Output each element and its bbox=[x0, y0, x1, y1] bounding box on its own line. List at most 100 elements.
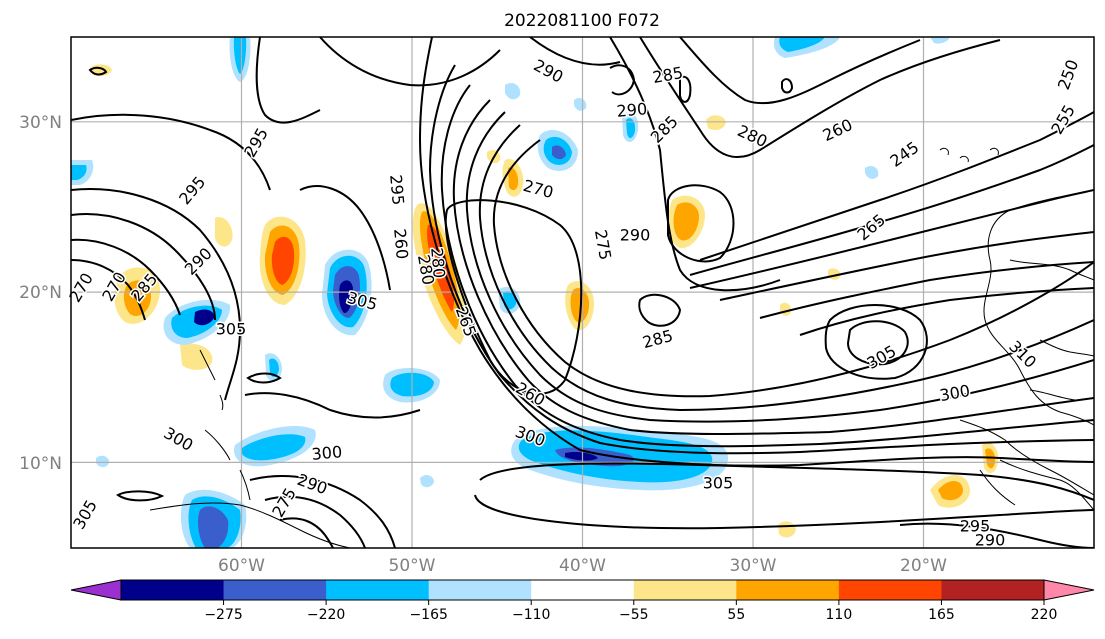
shade-negative-36 bbox=[505, 83, 521, 100]
colorbar: −275−220−165−110−5555110165220275 bbox=[70, 579, 1095, 623]
contour-south-1 bbox=[479, 462, 1094, 501]
contour-small-7 bbox=[88, 66, 108, 76]
contour-west-9 bbox=[319, 37, 501, 87]
colorbar-tick-label: 55 bbox=[727, 607, 745, 623]
shade-negative-23 bbox=[233, 37, 247, 74]
contour-south-2 bbox=[474, 494, 1094, 530]
shade-negative-29 bbox=[626, 118, 636, 139]
contour-ridge-2 bbox=[639, 37, 1001, 159]
contour-west-3 bbox=[71, 238, 181, 316]
colorbar-bin bbox=[941, 580, 1045, 600]
contour-trough-2 bbox=[428, 64, 1094, 455]
colorbar-bin bbox=[531, 580, 635, 600]
shade-negative-38 bbox=[865, 165, 879, 179]
contour-label: 305 bbox=[703, 474, 734, 493]
contour-west-10 bbox=[529, 37, 621, 66]
colorbar-bin bbox=[121, 580, 225, 600]
colorbar-tick-label: 220 bbox=[1031, 607, 1058, 623]
contour-high-east-2 bbox=[846, 320, 909, 366]
contour-west-5 bbox=[255, 37, 321, 124]
contour-west-4 bbox=[71, 259, 146, 321]
contour-closed-a bbox=[667, 184, 735, 263]
colorbar-tick-label: −165 bbox=[409, 607, 447, 623]
lat-label-30n: 30°N bbox=[19, 113, 62, 133]
contour-trough-4 bbox=[452, 99, 1094, 435]
contour-trough-6 bbox=[478, 124, 1094, 412]
coast-caribbean bbox=[199, 349, 251, 501]
contour-south-6 bbox=[899, 522, 1094, 548]
contour-south-3 bbox=[249, 475, 396, 548]
shade-negative-11 bbox=[194, 309, 215, 326]
contour-small-6 bbox=[781, 78, 794, 94]
contour-lines bbox=[71, 37, 1094, 548]
shade-negative-14 bbox=[197, 506, 229, 548]
shade-negative-33 bbox=[71, 165, 87, 180]
lat-label-20n: 20°N bbox=[19, 283, 62, 303]
contour-trough-1 bbox=[418, 37, 1094, 467]
shade-negative-39 bbox=[930, 37, 950, 44]
shade-negative-4 bbox=[565, 451, 598, 461]
colorbar-extend-low bbox=[70, 579, 122, 601]
coast-south-america bbox=[149, 502, 351, 548]
colorbar-bin bbox=[223, 580, 327, 600]
colorbar-bin bbox=[633, 580, 737, 600]
lon-labels: 60°W 50°W 40°W 30°W 20°W bbox=[218, 556, 947, 576]
colorbar-bin bbox=[736, 580, 840, 600]
contour-label: 290 bbox=[975, 531, 1006, 550]
contour-ridge-3 bbox=[679, 37, 921, 105]
coast-africa-inland-3 bbox=[1029, 389, 1076, 401]
shade-positive-21 bbox=[706, 115, 726, 130]
contour-small-1 bbox=[116, 490, 165, 502]
coast-cape-verde bbox=[939, 147, 999, 163]
contour-small-2 bbox=[246, 372, 282, 384]
contour-west-1 bbox=[71, 188, 242, 401]
contour-label: 290 bbox=[616, 99, 648, 121]
map-frame bbox=[70, 36, 1095, 549]
lon-label-30w: 30°W bbox=[730, 556, 777, 576]
colorbar-bin bbox=[428, 580, 532, 600]
contour-small-5 bbox=[679, 75, 692, 103]
contour-small-4 bbox=[609, 64, 636, 96]
contour-small-3 bbox=[638, 293, 682, 327]
contour-south-5 bbox=[279, 517, 334, 548]
lat-label-10n: 10°N bbox=[19, 454, 62, 474]
contour-label: 290 bbox=[620, 226, 651, 245]
contour-jet-5 bbox=[759, 261, 1094, 319]
colorbar-bin bbox=[838, 580, 942, 600]
contour-trough-3 bbox=[440, 84, 1094, 448]
shade-negative-8 bbox=[339, 280, 353, 314]
coast-west-africa-south bbox=[959, 419, 1094, 496]
coast-west-africa bbox=[983, 189, 1094, 426]
shade-negative-34 bbox=[420, 475, 434, 488]
colorbar-tick-label: 165 bbox=[928, 607, 955, 623]
shade-negative-21 bbox=[552, 145, 566, 160]
contour-label: 295 bbox=[386, 174, 408, 206]
coast-africa-inland bbox=[1009, 259, 1094, 281]
lon-label-50w: 50°W bbox=[389, 556, 436, 576]
shade-positive-16 bbox=[938, 481, 963, 501]
shade-negative-25 bbox=[779, 37, 825, 52]
contour-west-8 bbox=[244, 392, 421, 419]
contour-label: 260 bbox=[390, 228, 412, 260]
lon-label-60w: 60°W bbox=[218, 556, 265, 576]
shade-positive-8 bbox=[673, 202, 700, 241]
coast-border-2 bbox=[979, 469, 1016, 506]
shade-positive-19 bbox=[180, 343, 213, 370]
shade-positive-14 bbox=[508, 167, 519, 191]
contour-label: 305 bbox=[216, 320, 247, 339]
contour-trough-5 bbox=[465, 111, 1094, 423]
lon-label-20w: 20°W bbox=[900, 556, 947, 576]
colorbar-tick-label: 110 bbox=[826, 607, 853, 623]
lat-labels: 30°N 20°N 10°N bbox=[19, 113, 62, 474]
coastlines bbox=[149, 147, 1094, 548]
contour-jet-6 bbox=[799, 287, 1094, 336]
contour-jet-1 bbox=[699, 111, 1094, 261]
contour-label: 295 bbox=[960, 517, 991, 536]
shade-negative-31 bbox=[269, 358, 279, 377]
contour-jet-2 bbox=[689, 144, 1094, 276]
coast-africa-inland-2 bbox=[1039, 339, 1094, 357]
coast-border-1 bbox=[999, 459, 1094, 511]
colorbar-tick-label: −275 bbox=[204, 607, 242, 623]
